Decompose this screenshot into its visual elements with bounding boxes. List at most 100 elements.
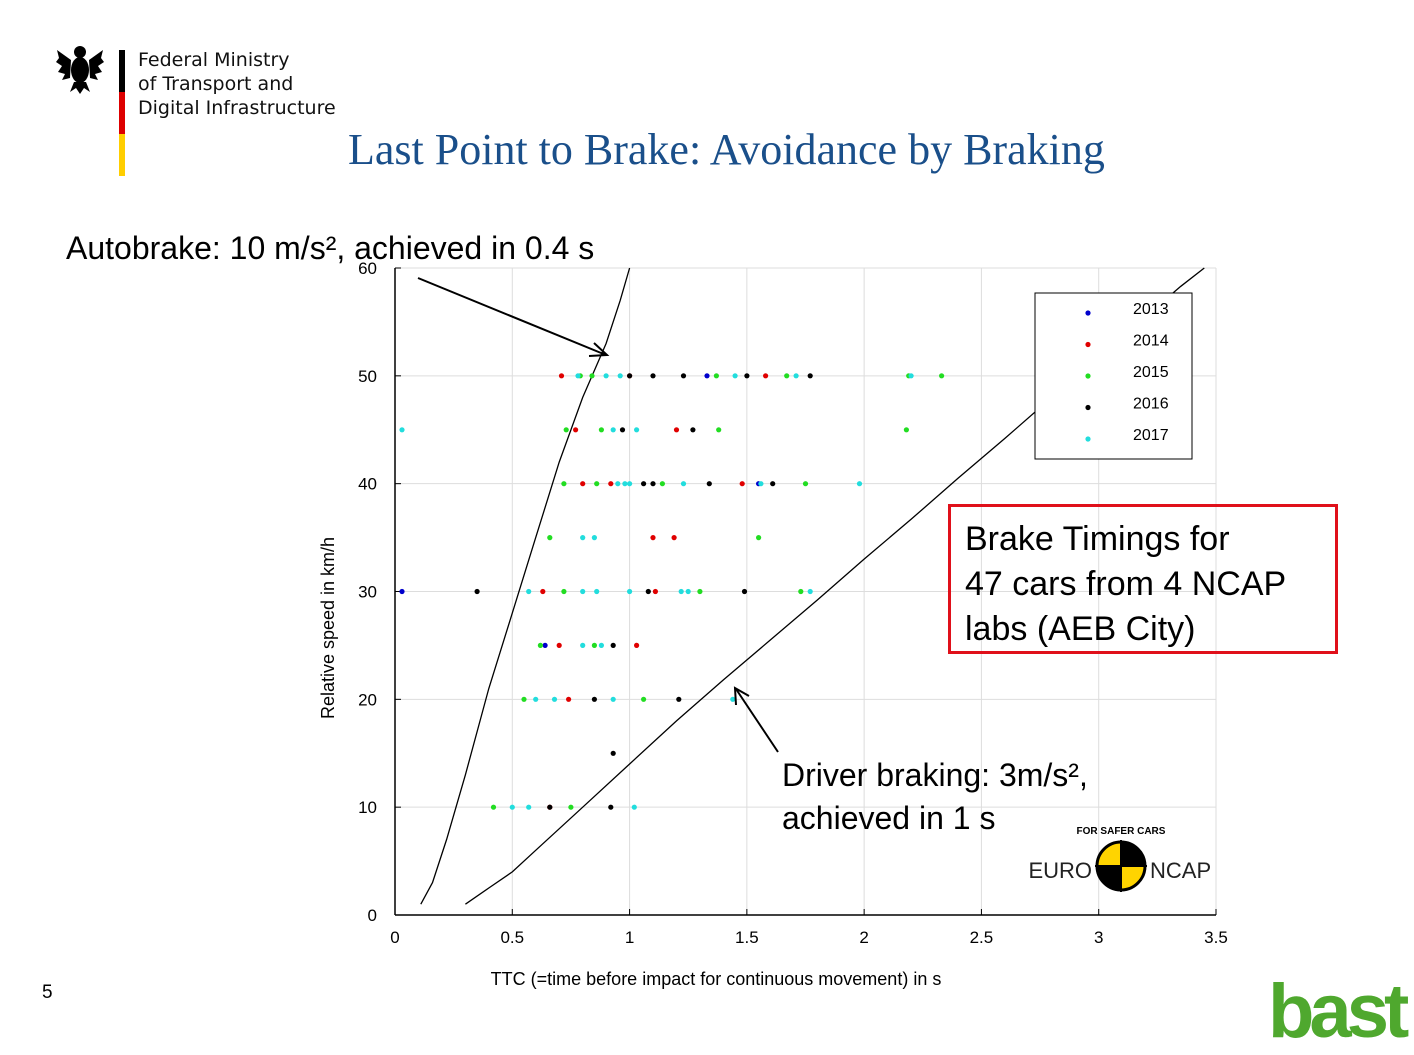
point-2014 xyxy=(763,373,769,379)
box-line-2: 47 cars from 4 NCAP xyxy=(965,565,1287,603)
euroncap-arc-text: FOR SAFER CARS xyxy=(1077,826,1166,837)
flag-bar-black xyxy=(119,50,125,92)
driver-braking-annotation: Driver braking: 3m/s², achieved in 1 s xyxy=(782,754,1088,840)
point-2017 xyxy=(634,427,640,433)
point-2017 xyxy=(580,535,586,541)
point-2017 xyxy=(908,373,914,379)
point-2017 xyxy=(610,427,616,433)
point-2013 xyxy=(704,373,710,379)
x-axis-label: TTC (=time before impact for continuous … xyxy=(491,969,942,989)
point-2015 xyxy=(561,481,567,487)
point-2017 xyxy=(509,804,515,810)
driver-arrow xyxy=(733,686,779,753)
y-tick-label: 40 xyxy=(358,475,377,494)
point-2016 xyxy=(650,373,656,379)
point-2015 xyxy=(594,481,600,487)
legend-marker-2014 xyxy=(1085,341,1091,348)
point-2017 xyxy=(526,588,532,595)
point-2017 xyxy=(591,535,598,541)
ministry-line-3: Digital Infrastructure xyxy=(138,97,336,119)
point-2016 xyxy=(474,588,480,595)
ministry-line-1: Federal Ministry xyxy=(138,49,290,71)
bast-logo: bast xyxy=(1268,969,1409,1054)
point-2015 xyxy=(939,373,945,379)
point-2013 xyxy=(399,588,405,595)
euroncap-left-text: EURO xyxy=(1028,858,1092,883)
slide-number: 5 xyxy=(42,982,53,1003)
point-2014 xyxy=(558,373,565,379)
point-2016 xyxy=(608,804,614,810)
point-2017 xyxy=(615,481,621,487)
legend-marker-2017 xyxy=(1085,436,1091,442)
point-2016 xyxy=(591,696,598,702)
point-2014 xyxy=(540,588,546,595)
point-2015 xyxy=(547,535,553,541)
point-2015 xyxy=(490,804,497,810)
federal-eagle-icon xyxy=(56,46,104,94)
point-2014 xyxy=(652,588,659,595)
x-tick-label: 0.5 xyxy=(500,928,524,947)
legend-label-2017: 2017 xyxy=(1133,427,1169,444)
point-2017 xyxy=(856,481,863,487)
flag-bar-gold xyxy=(119,134,125,176)
x-tick-label: 2 xyxy=(859,928,868,947)
point-2017 xyxy=(732,373,738,379)
point-2017 xyxy=(685,588,691,595)
x-tick-labels: 0 0.5 1 1.5 2 2.5 3 3.5 xyxy=(390,928,1228,947)
point-2017 xyxy=(551,696,558,702)
driver-line-2: achieved in 1 s xyxy=(782,800,996,836)
point-2015 xyxy=(568,804,574,810)
y-tick-label: 20 xyxy=(358,690,377,709)
point-2015 xyxy=(521,696,527,702)
legend-marker-2016 xyxy=(1085,404,1091,411)
point-2017 xyxy=(730,696,736,702)
point-2015 xyxy=(903,427,910,433)
point-2017 xyxy=(627,481,633,487)
point-2016 xyxy=(641,481,647,487)
point-2015 xyxy=(563,427,569,433)
point-2013 xyxy=(542,642,548,649)
slide-title: Last Point to Brake: Avoidance by Brakin… xyxy=(348,125,1105,174)
point-2014 xyxy=(739,481,745,487)
point-2016 xyxy=(547,804,553,810)
point-2017 xyxy=(598,642,605,649)
point-2017 xyxy=(631,804,637,810)
legend-marker-2013 xyxy=(1085,310,1091,316)
chart-axes xyxy=(394,267,1217,916)
y-tick-label: 50 xyxy=(358,367,377,386)
autobrake-arrow xyxy=(417,277,610,357)
point-2014 xyxy=(673,427,680,433)
point-2016 xyxy=(770,481,776,487)
point-2015 xyxy=(598,427,605,433)
point-2016 xyxy=(741,588,748,595)
euroncap-logo: EURO NCAP FOR SAFER CARS xyxy=(1028,826,1211,892)
y-axis-label: Relative speed in km/h xyxy=(318,537,338,719)
point-2017 xyxy=(575,373,581,379)
point-2017 xyxy=(526,804,532,810)
point-2014 xyxy=(608,481,614,487)
legend-label-2016: 2016 xyxy=(1133,396,1169,413)
point-2015 xyxy=(641,696,647,702)
point-2014 xyxy=(566,696,572,702)
point-2017 xyxy=(617,373,623,379)
point-2016 xyxy=(610,750,616,756)
y-tick-label: 10 xyxy=(358,798,377,817)
flag-bar-red xyxy=(119,92,125,134)
legend-marker-2015 xyxy=(1085,373,1091,379)
point-2017 xyxy=(399,427,405,433)
chart-legend: 2013 2014 2015 2016 2017 xyxy=(1034,292,1193,460)
point-2015 xyxy=(697,588,703,595)
autobrake-annotation: Autobrake: 10 m/s², achieved in 0.4 s xyxy=(66,230,595,266)
point-2016 xyxy=(610,642,616,649)
x-tick-label: 3 xyxy=(1094,928,1103,947)
x-tick-label: 3.5 xyxy=(1204,928,1228,947)
legend-label-2013: 2013 xyxy=(1133,301,1169,318)
data-points xyxy=(399,373,945,810)
point-2015 xyxy=(659,481,666,487)
point-2015 xyxy=(713,373,720,379)
point-2017 xyxy=(678,588,684,595)
point-2017 xyxy=(627,588,633,595)
point-2016 xyxy=(650,481,656,487)
box-line-3: labs (AEB City) xyxy=(965,610,1196,648)
